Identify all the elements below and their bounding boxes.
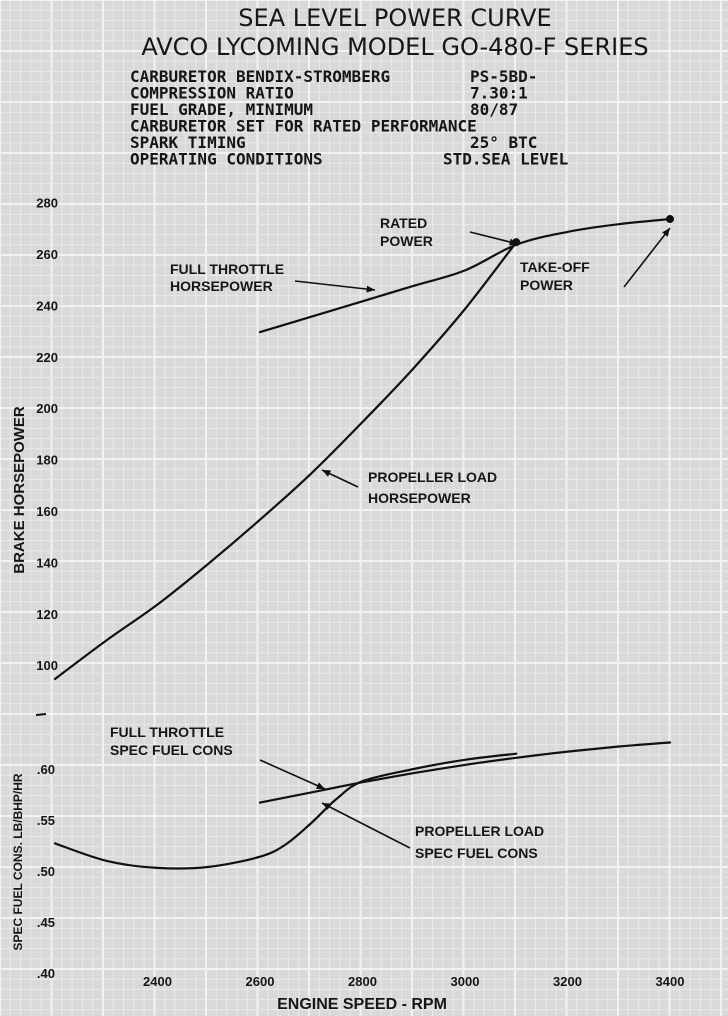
- hp-series-propeller-load: [53, 241, 518, 681]
- annotation-label: HORSEPOWER: [170, 278, 273, 294]
- annotation-arrowhead: [366, 285, 375, 293]
- axis-dash: [35, 713, 47, 716]
- annotation-arrowhead: [662, 228, 670, 237]
- hp-tick-label: 260: [36, 247, 58, 262]
- x-axis-title: ENGINE SPEED - RPM: [277, 996, 447, 1013]
- x-tick-label: 2800: [348, 974, 377, 989]
- sfc-series-full-throttle: [258, 741, 672, 804]
- annotation-label: RATED: [380, 215, 427, 231]
- series-curves: [53, 215, 674, 870]
- chart-title-line1: SEA LEVEL POWER CURVE: [238, 4, 551, 32]
- sfc-tick-label: .40: [37, 966, 55, 981]
- hp-axis-title: BRAKE HORSEPOWER: [11, 406, 28, 574]
- hp-tick-label: 280: [36, 196, 58, 211]
- hp-tick-label: 120: [36, 607, 58, 622]
- sfc-tick-label: .45: [37, 915, 55, 930]
- x-tick-label: 3200: [553, 974, 582, 989]
- annotation-label: SPEC FUEL CONS: [415, 845, 538, 861]
- spec-value: 25° BTC: [470, 133, 537, 152]
- annotation-arrow: [321, 802, 411, 849]
- spec-label: CARBURETOR BENDIX-STROMBERG: [130, 67, 390, 86]
- hp-tick-label: 100: [36, 658, 58, 673]
- annotation-label: POWER: [520, 277, 573, 293]
- sfc-tick-label: .55: [37, 813, 55, 828]
- spec-value: PS-5BD-: [470, 67, 537, 86]
- hp-series-full-throttle: [258, 217, 672, 334]
- annotation-label: PROPELLER LOAD: [415, 823, 544, 839]
- hp-tick-label: 200: [36, 401, 58, 416]
- hp-tick-label: 240: [36, 298, 58, 313]
- spec-table: CARBURETOR BENDIX-STROMBERG PS-5BD- COMPRE…: [130, 67, 568, 169]
- spec-label: OPERATING CONDITIONS: [130, 150, 323, 169]
- x-tick-label: 3400: [656, 974, 685, 989]
- spec-label: FUEL GRADE, MINIMUM: [130, 100, 313, 119]
- spec-value: 7.30:1: [470, 84, 528, 103]
- sfc-axis-title: SPEC FUEL CONS. LB/BHP/HR: [11, 773, 25, 950]
- takeoff-power-point: [666, 215, 674, 224]
- annotation-arrow: [294, 280, 376, 291]
- spec-label: SPARK TIMING: [130, 133, 246, 152]
- spec-label: CARBURETOR SET FOR RATED PERFORMANCE: [130, 117, 477, 136]
- annotation-arrowhead: [322, 470, 331, 477]
- x-tick-label: 3000: [451, 974, 480, 989]
- annotation-label: POWER: [380, 233, 433, 249]
- spec-value: STD.SEA LEVEL: [443, 150, 568, 169]
- sfc-series-propeller-load: [53, 752, 518, 870]
- annotation-label: SPEC FUEL CONS: [110, 742, 233, 758]
- sfc-tick-label: .50: [37, 864, 55, 879]
- annotation-label: FULL THROTTLE: [170, 261, 284, 277]
- sfc-tick-label: .60: [37, 762, 55, 777]
- chart-title-line2: AVCO LYCOMING MODEL GO-480-F SERIES: [141, 33, 648, 61]
- hp-tick-label: 180: [36, 453, 58, 468]
- annotation-arrow: [259, 759, 326, 790]
- annotation-label: PROPELLER LOAD: [368, 469, 497, 485]
- hp-tick-label: 140: [36, 555, 58, 570]
- spec-label: COMPRESSION RATIO: [130, 84, 294, 103]
- annotation-label: HORSEPOWER: [368, 490, 471, 506]
- tick-labels: 100 120 140 160 180 200 220 240 260 280 .40 .45 .50.…: [35, 196, 685, 989]
- annotation-label: TAKE-OFF: [520, 259, 590, 275]
- spec-value: 80/87: [470, 100, 518, 119]
- x-tick-label: 2600: [246, 974, 275, 989]
- annotation-arrowhead: [316, 782, 325, 789]
- x-tick-label: 2400: [143, 974, 172, 989]
- annotation-arrowhead: [509, 238, 518, 246]
- hp-tick-label: 160: [36, 504, 58, 519]
- annotation-arrow: [623, 227, 671, 288]
- annotation-label: FULL THROTTLE: [110, 724, 224, 740]
- annotation-arrowhead: [322, 803, 331, 810]
- hp-tick-label: 220: [36, 350, 58, 365]
